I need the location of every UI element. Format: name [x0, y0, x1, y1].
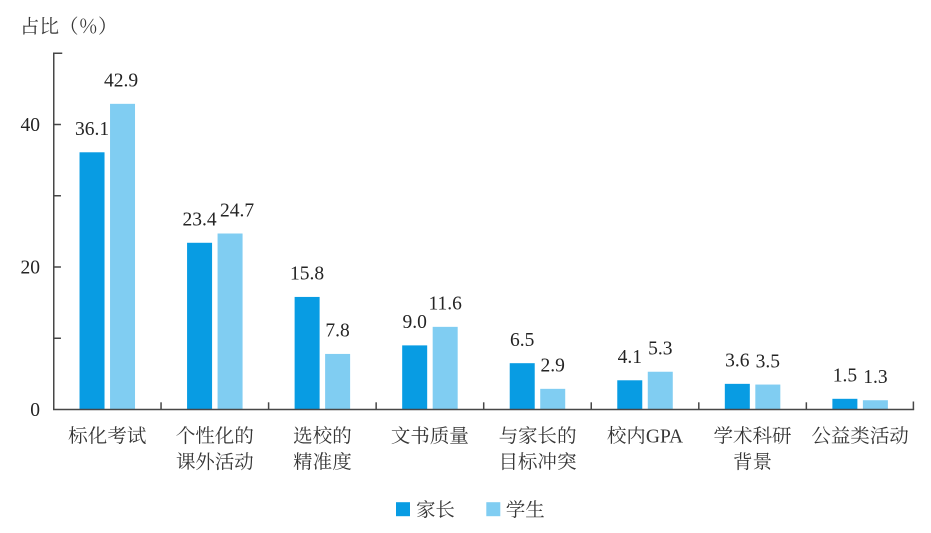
svg-text:15.8: 15.8 — [290, 264, 324, 285]
svg-text:目标冲突: 目标冲突 — [498, 452, 576, 474]
svg-text:课外活动: 课外活动 — [176, 452, 255, 474]
svg-text:标化考试: 标化考试 — [68, 426, 146, 448]
svg-text:6.5: 6.5 — [510, 330, 534, 351]
svg-text:1.5: 1.5 — [833, 366, 857, 387]
svg-text:4.1: 4.1 — [618, 347, 642, 368]
svg-text:背景: 背景 — [733, 452, 772, 474]
svg-text:24.7: 24.7 — [220, 200, 254, 221]
svg-text:占比（％）: 占比（％） — [20, 16, 118, 38]
svg-text:0: 0 — [30, 400, 40, 421]
svg-text:公益类活动: 公益类活动 — [811, 426, 909, 448]
svg-text:个性化的: 个性化的 — [176, 426, 254, 448]
svg-text:9.0: 9.0 — [402, 312, 426, 333]
svg-text:36.1: 36.1 — [75, 119, 109, 140]
svg-text:40: 40 — [21, 115, 41, 136]
svg-text:家长: 家长 — [416, 500, 455, 522]
svg-text:与家长的: 与家长的 — [498, 426, 576, 448]
svg-text:文书质量: 文书质量 — [391, 426, 469, 448]
svg-text:选校的: 选校的 — [293, 426, 352, 448]
svg-text:20: 20 — [21, 258, 41, 279]
svg-text:2.9: 2.9 — [541, 356, 565, 377]
svg-text:3.6: 3.6 — [725, 351, 750, 372]
svg-text:7.8: 7.8 — [325, 321, 349, 342]
svg-text:学生: 学生 — [506, 500, 545, 522]
svg-text:23.4: 23.4 — [183, 210, 217, 231]
svg-text:3.5: 3.5 — [756, 351, 780, 372]
svg-text:42.9: 42.9 — [104, 71, 138, 92]
svg-text:学术科研: 学术科研 — [714, 426, 792, 448]
svg-text:5.3: 5.3 — [648, 339, 672, 360]
svg-text:11.6: 11.6 — [428, 294, 462, 315]
svg-text:1.3: 1.3 — [863, 367, 887, 388]
svg-text:校内GPA: 校内GPA — [607, 426, 683, 448]
svg-text:精准度: 精准度 — [293, 452, 352, 474]
